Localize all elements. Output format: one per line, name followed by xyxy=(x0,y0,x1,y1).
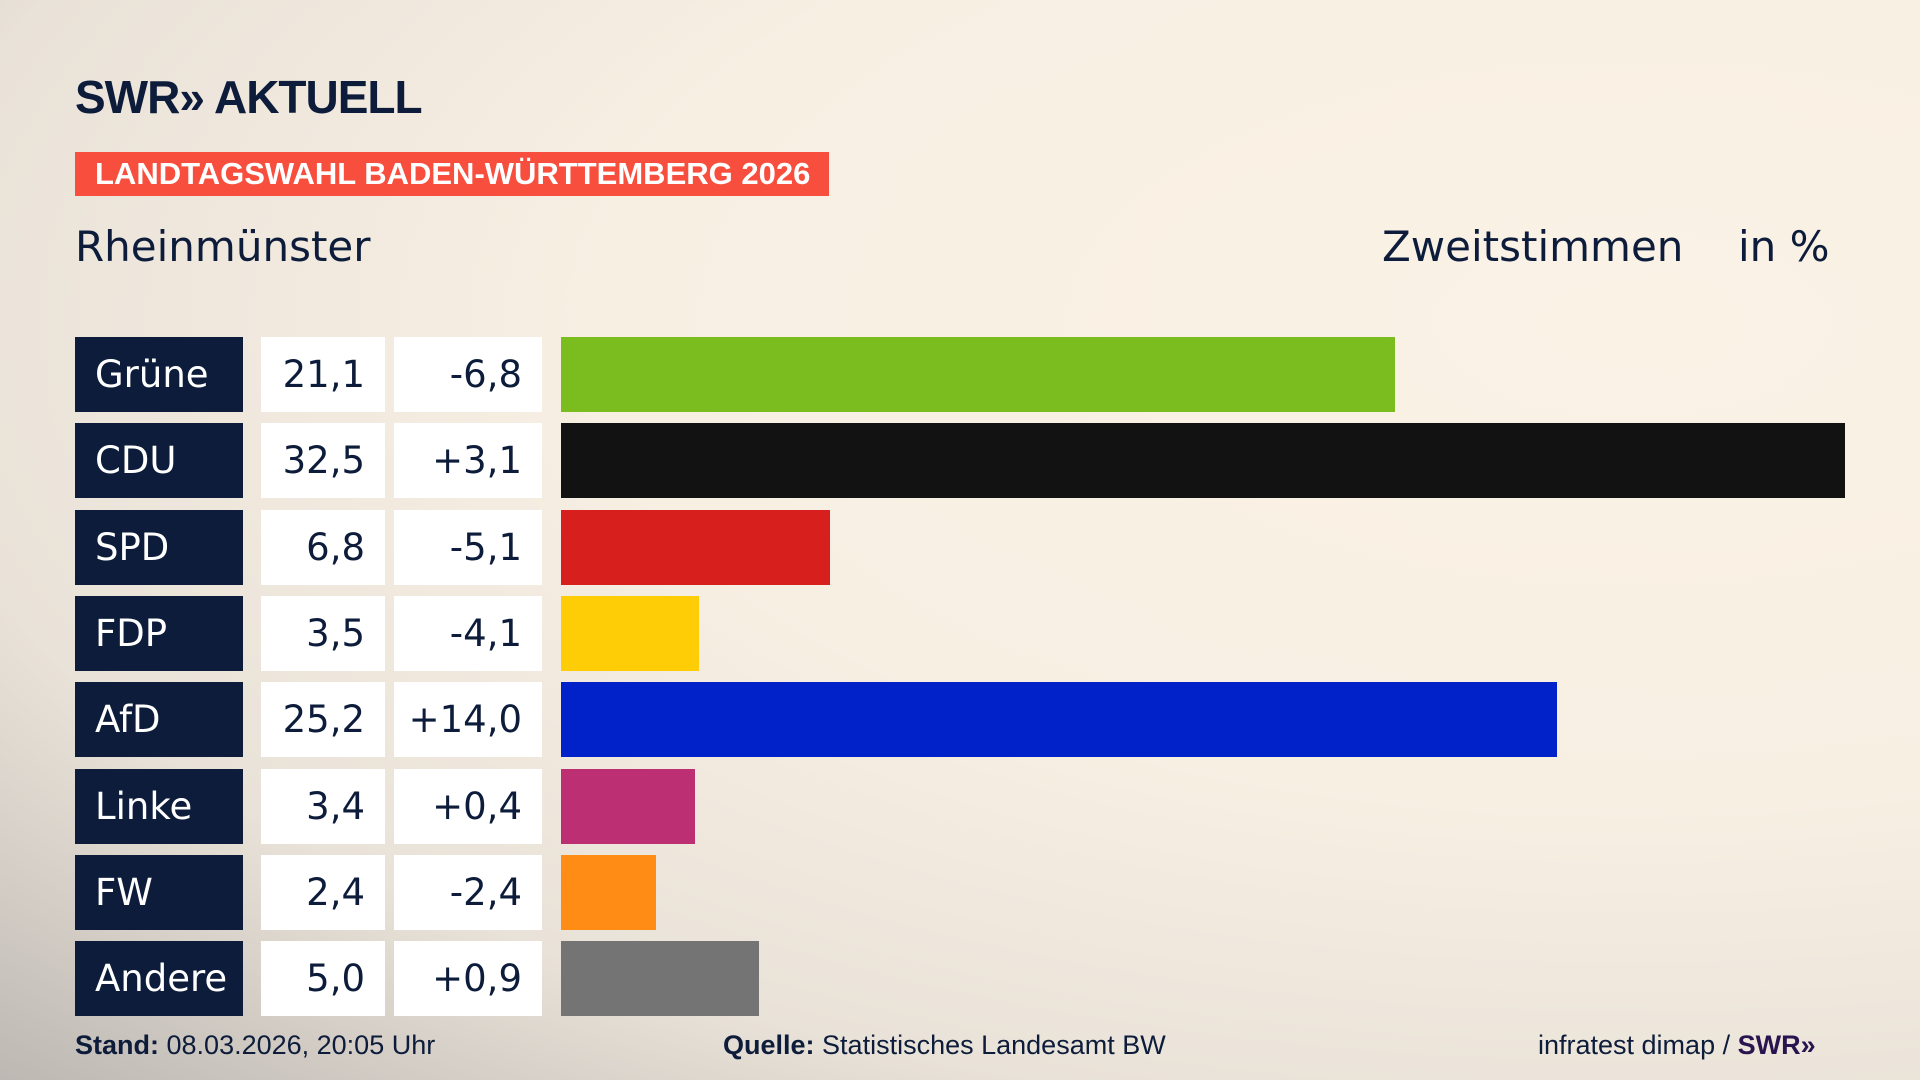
party-label: FDP xyxy=(75,595,243,671)
party-label: AfD xyxy=(75,682,243,758)
party-change: -2,4 xyxy=(394,854,542,930)
party-value: 21,1 xyxy=(261,337,385,412)
credit: infratest dimap / SWR» xyxy=(1538,1030,1816,1061)
source: Quelle: Statistisches Landesamt BW xyxy=(723,1030,1166,1061)
party-value: 3,5 xyxy=(261,595,385,671)
party-bar xyxy=(561,337,1395,412)
party-change: -5,1 xyxy=(394,509,542,585)
party-change: +0,9 xyxy=(394,941,542,1017)
election-banner: LANDTAGSWAHL BADEN-WÜRTTEMBERG 2026 xyxy=(75,152,829,196)
party-bar xyxy=(561,854,656,930)
party-value: 6,8 xyxy=(261,509,385,585)
party-label: SPD xyxy=(75,509,243,585)
party-change: +0,4 xyxy=(394,768,542,844)
party-value: 25,2 xyxy=(261,682,385,758)
party-bar xyxy=(561,595,700,671)
party-change: -4,1 xyxy=(394,595,542,671)
credit-text: infratest dimap / xyxy=(1538,1030,1731,1060)
swr-small-logo: SWR» xyxy=(1737,1030,1816,1060)
timestamp: Stand: 08.03.2026, 20:05 Uhr xyxy=(75,1030,435,1061)
party-bar xyxy=(561,423,1845,499)
quelle-label: Quelle: xyxy=(723,1030,815,1060)
party-change: +14,0 xyxy=(394,682,542,758)
stand-label: Stand: xyxy=(75,1030,159,1060)
party-label: CDU xyxy=(75,423,243,499)
party-value: 3,4 xyxy=(261,768,385,844)
party-value: 2,4 xyxy=(261,854,385,930)
party-bar xyxy=(561,509,830,585)
party-bar xyxy=(561,682,1557,758)
quelle-value: Statistisches Landesamt BW xyxy=(822,1030,1166,1060)
party-change: -6,8 xyxy=(394,337,542,412)
stand-value: 08.03.2026, 20:05 Uhr xyxy=(166,1030,436,1060)
party-value: 5,0 xyxy=(261,941,385,1017)
party-label: Andere xyxy=(75,941,243,1017)
party-change: +3,1 xyxy=(394,423,542,499)
swr-aktuell-logo: SWR» AKTUELL xyxy=(75,71,423,123)
vote-type-label: Zweitstimmen xyxy=(1382,222,1684,271)
party-bar xyxy=(561,768,696,844)
party-bar xyxy=(561,941,759,1017)
party-label: Linke xyxy=(75,768,243,844)
location-title: Rheinmünster xyxy=(75,222,371,271)
unit-label: in % xyxy=(1738,222,1830,271)
party-value: 32,5 xyxy=(261,423,385,499)
party-label: FW xyxy=(75,854,243,930)
party-label: Grüne xyxy=(75,337,243,412)
